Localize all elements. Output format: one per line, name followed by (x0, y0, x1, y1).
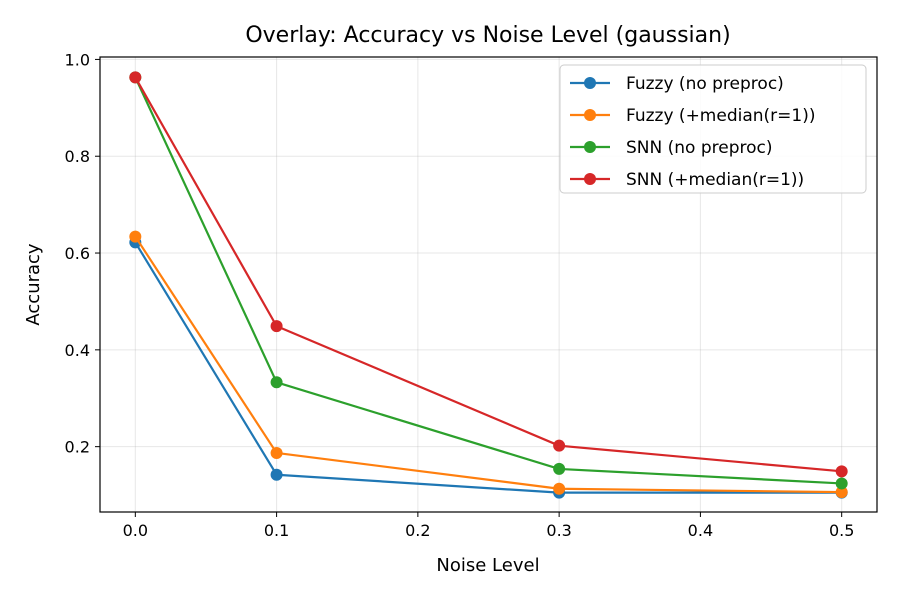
legend-item: Fuzzy (+median(r=1)) (570, 106, 815, 126)
legend-item: Fuzzy (no preproc) (570, 74, 784, 94)
y-axis: 0.2 0.4 0.6 0.8 1.0 (65, 50, 100, 457)
y-tick-label: 0.2 (65, 438, 90, 457)
x-tick-label: 0.1 (264, 521, 289, 540)
y-axis-label: Accuracy (23, 243, 44, 326)
series-line (134, 241, 842, 494)
legend-item: SNN (no preproc) (570, 138, 773, 158)
data-point (270, 446, 283, 459)
series-2 (129, 230, 848, 499)
legend-marker (584, 77, 596, 89)
data-point (553, 482, 566, 495)
y-tick-label: 1.0 (65, 50, 90, 69)
data-point (129, 230, 142, 243)
data-point (129, 71, 142, 84)
series-1 (129, 236, 848, 499)
legend-marker (584, 173, 596, 185)
series-line (134, 76, 842, 473)
data-point (270, 468, 283, 481)
legend-item: SNN (+median(r=1)) (570, 170, 804, 190)
legend-marker (584, 109, 596, 121)
x-tick-label: 0.2 (405, 521, 430, 540)
legend-label: SNN (+median(r=1)) (626, 170, 804, 190)
x-axis-label: Noise Level (436, 555, 539, 576)
x-tick-label: 0.0 (123, 521, 148, 540)
series-layer (129, 71, 848, 499)
data-point (553, 462, 566, 475)
plot-frame (99, 56, 878, 513)
legend-label: Fuzzy (+median(r=1)) (626, 106, 815, 126)
x-tick-label: 0.5 (829, 521, 854, 540)
data-point (270, 376, 283, 389)
y-tick-label: 0.6 (65, 244, 90, 263)
legend-label: Fuzzy (no preproc) (626, 74, 784, 94)
x-tick-label: 0.3 (546, 521, 571, 540)
legend-box (559, 64, 867, 194)
series-line (134, 76, 842, 485)
y-tick-label: 0.8 (65, 147, 90, 166)
legend-label: SNN (no preproc) (626, 138, 773, 158)
data-point (835, 477, 848, 490)
y-tick-label: 0.4 (65, 341, 90, 360)
series-line (134, 235, 842, 494)
x-tick-label: 0.4 (688, 521, 713, 540)
legend: Fuzzy (no preproc) Fuzzy (+median(r=1)) SN… (559, 64, 867, 194)
data-point (553, 439, 566, 452)
data-point (835, 465, 848, 478)
series-4 (129, 71, 848, 478)
x-axis: 0.0 0.1 0.2 0.3 0.4 0.5 (123, 512, 854, 540)
data-point (835, 486, 848, 499)
chart-title: Overlay: Accuracy vs Noise Level (gaussi… (245, 23, 730, 48)
data-point (270, 320, 283, 333)
legend-marker (584, 141, 596, 153)
